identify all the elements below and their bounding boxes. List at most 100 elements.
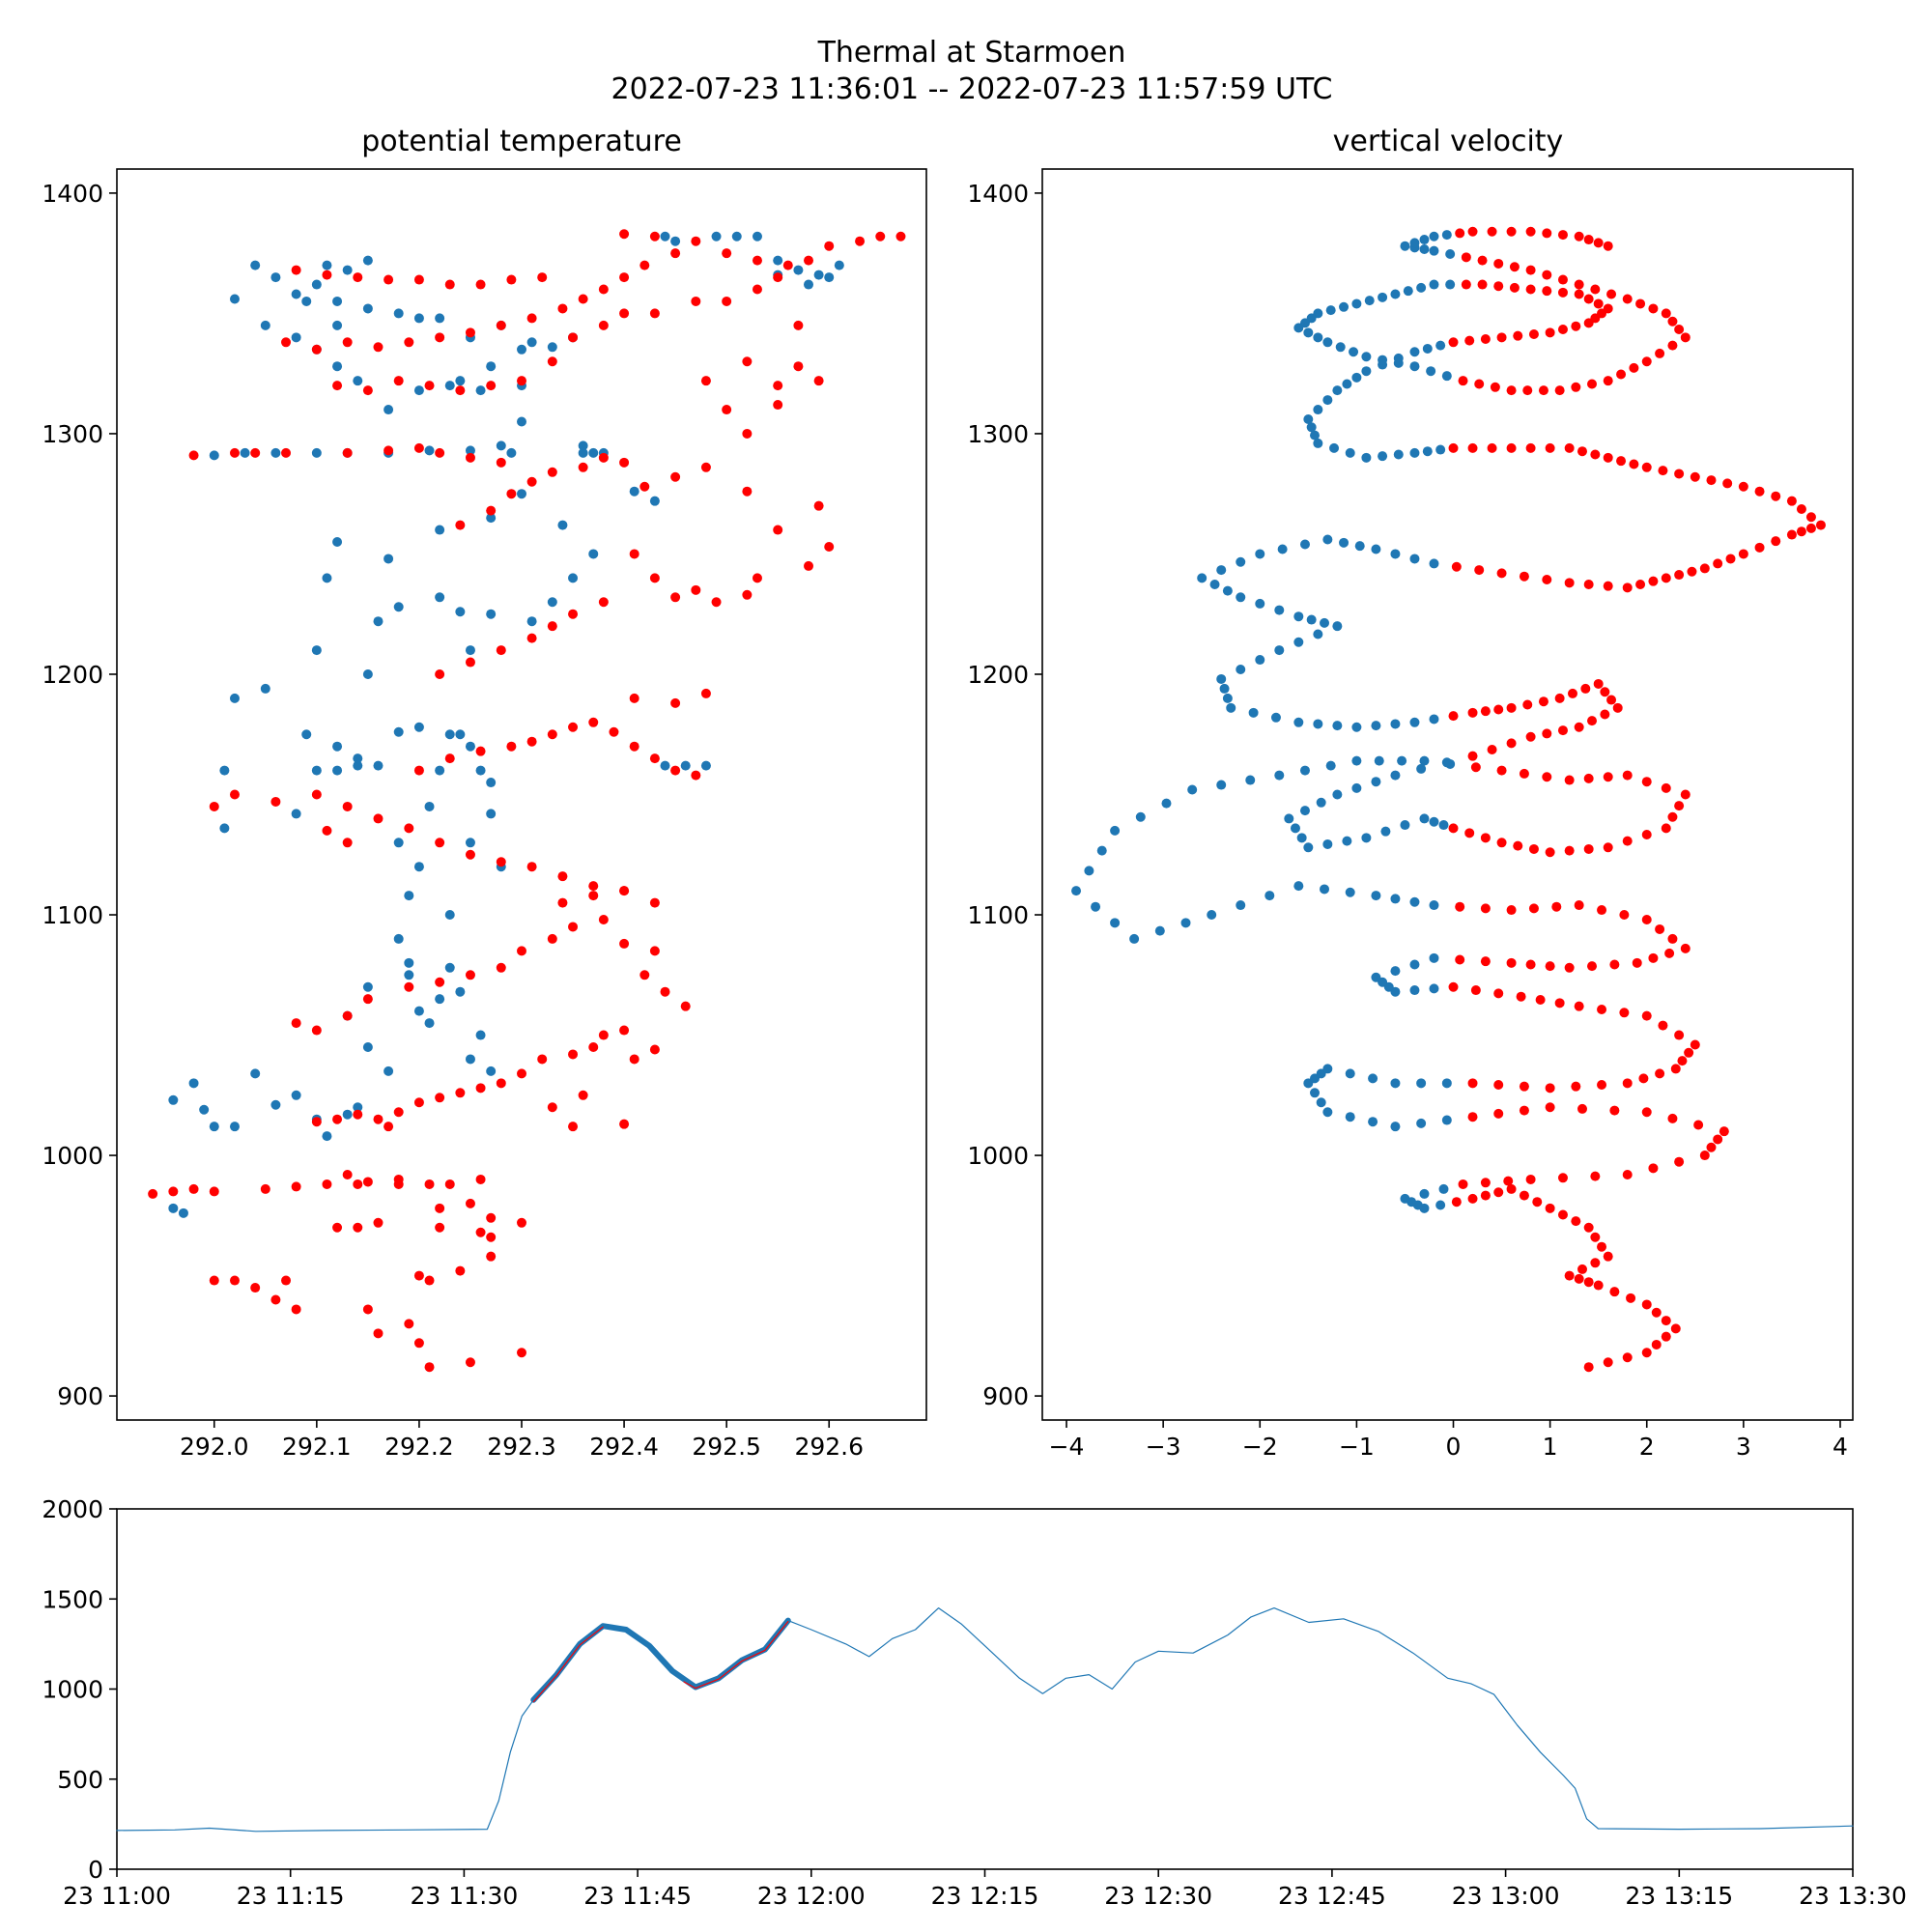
w-point — [1603, 581, 1613, 591]
w-point — [1796, 503, 1806, 514]
theta-point — [722, 405, 732, 415]
theta-point — [342, 1109, 353, 1120]
w-point — [1096, 845, 1107, 856]
theta-point — [209, 801, 219, 811]
theta-point — [742, 356, 753, 367]
w-point — [1493, 281, 1504, 292]
w-y-tick-label: 1200 — [967, 661, 1029, 689]
w-point — [1674, 801, 1685, 811]
theta-point — [598, 597, 609, 608]
theta-point — [188, 450, 199, 461]
w-point — [1551, 901, 1562, 912]
theta-point — [588, 1041, 599, 1052]
theta-point — [639, 970, 650, 980]
w-point — [1805, 523, 1816, 533]
theta-point — [444, 910, 455, 921]
alt-series-line — [532, 1626, 604, 1703]
theta-point — [435, 838, 445, 848]
w-point — [1419, 1188, 1430, 1199]
theta-point — [342, 1010, 353, 1021]
w-point — [1557, 274, 1568, 285]
w-point — [1557, 230, 1568, 241]
theta-point — [393, 726, 404, 737]
w-point — [1574, 279, 1584, 290]
w-point — [1622, 770, 1633, 781]
w-point — [1542, 228, 1552, 239]
w-point — [1071, 886, 1082, 896]
w-point — [1390, 1122, 1401, 1132]
w-point — [1390, 770, 1401, 781]
w-point — [1091, 901, 1101, 912]
theta-point — [465, 838, 475, 848]
w-point — [1506, 1183, 1517, 1194]
theta-point — [526, 616, 537, 627]
w-point — [1464, 828, 1475, 838]
w-point — [1571, 382, 1581, 392]
theta-point — [773, 255, 783, 266]
figure-title: Thermal at Starmoen — [817, 36, 1126, 70]
theta-point — [435, 977, 445, 987]
w-point — [1461, 252, 1471, 263]
theta-x-tick-label: 292.5 — [692, 1433, 761, 1461]
w-point — [1451, 1197, 1462, 1208]
w-point — [1455, 901, 1465, 912]
theta-point — [384, 405, 394, 415]
theta-point — [393, 376, 404, 386]
w-point — [1493, 258, 1504, 269]
w-x-tick-label: 2 — [1639, 1433, 1655, 1461]
w-point — [1641, 915, 1652, 924]
w-point — [1429, 714, 1439, 724]
theta-point — [526, 736, 537, 747]
w-point — [1577, 1103, 1587, 1114]
theta-point — [465, 1198, 475, 1208]
theta-point — [568, 609, 579, 619]
w-point — [1361, 833, 1372, 843]
theta-point — [362, 1304, 373, 1315]
theta-point — [342, 801, 353, 811]
w-point — [1557, 1209, 1568, 1220]
w-point — [1713, 558, 1723, 569]
theta-point — [475, 765, 486, 776]
w-point — [1554, 693, 1565, 703]
theta-point — [332, 296, 343, 306]
alt-x-tick-label: 23 13:15 — [1625, 1882, 1733, 1910]
w-point — [1322, 1064, 1333, 1074]
theta-point — [526, 313, 537, 324]
w-point — [1438, 820, 1449, 831]
theta-point — [855, 236, 866, 246]
w-point — [1677, 1056, 1688, 1066]
w-point — [1296, 833, 1307, 843]
theta-point — [393, 308, 404, 319]
w-point — [1600, 709, 1610, 720]
w-point — [1467, 707, 1478, 718]
w-x-tick-label: 4 — [1833, 1433, 1848, 1461]
w-point — [1226, 702, 1236, 713]
w-point — [1648, 952, 1659, 963]
theta-point — [332, 537, 343, 548]
w-point — [1619, 910, 1630, 921]
theta-point — [168, 1186, 179, 1197]
theta-point — [209, 1275, 219, 1286]
theta-point — [393, 838, 404, 848]
w-point — [1603, 241, 1613, 251]
theta-series-updraft — [148, 229, 906, 1373]
w-point — [1371, 972, 1381, 982]
theta-point — [229, 294, 240, 304]
w-point — [1429, 983, 1439, 994]
theta-point — [517, 1348, 526, 1358]
w-point — [1403, 286, 1413, 297]
alt-x-tick-label: 23 11:15 — [237, 1882, 345, 1910]
alt-y-tick-label: 500 — [57, 1766, 103, 1794]
theta-point — [353, 753, 363, 764]
w-point — [1674, 469, 1685, 479]
theta-point — [291, 1304, 301, 1315]
theta-point — [486, 778, 497, 788]
theta-point — [209, 1186, 219, 1197]
theta-point — [649, 753, 660, 764]
w-point — [1448, 337, 1459, 348]
w-x-tick-label: 1 — [1543, 1433, 1558, 1461]
theta-point — [639, 260, 650, 270]
w-point — [1525, 265, 1536, 275]
theta-point — [660, 986, 670, 997]
